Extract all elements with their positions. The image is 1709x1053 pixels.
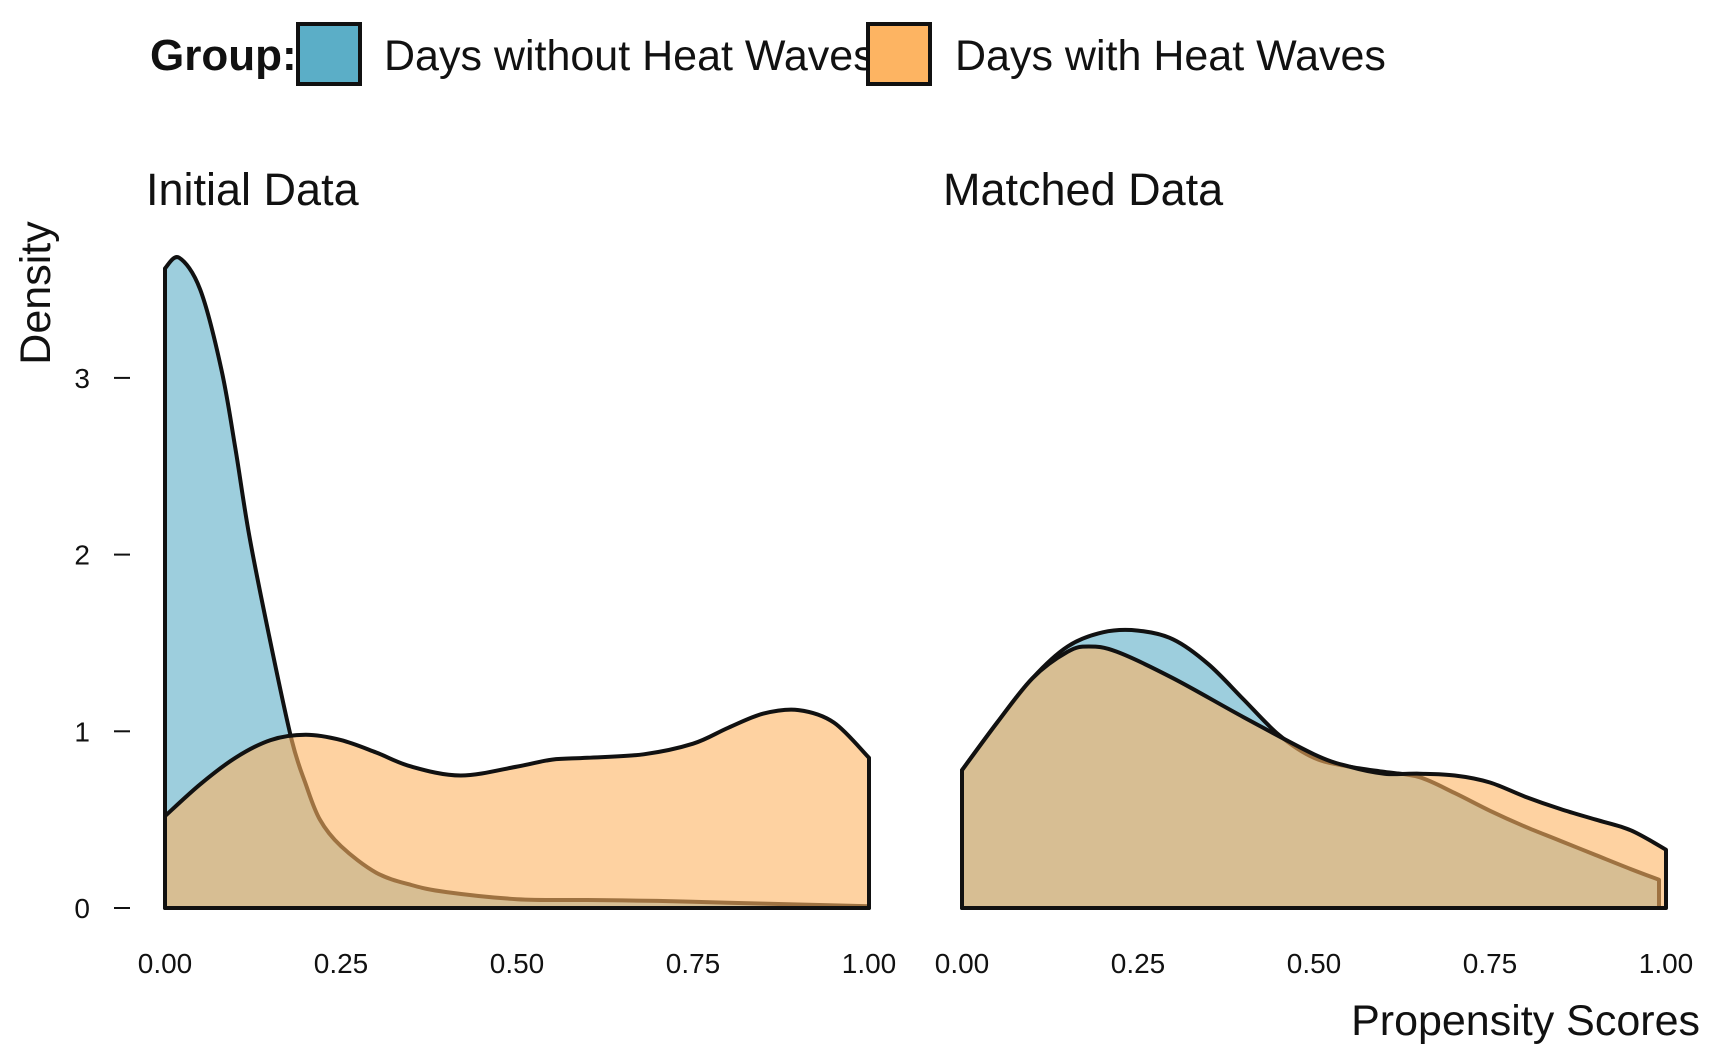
x-tick-label-initial-4: 1.00 <box>842 948 897 979</box>
x-axis-title: Propensity Scores <box>1351 997 1700 1045</box>
x-tick-label-matched-4: 1.00 <box>1639 948 1694 979</box>
x-tick-label-initial-3: 0.75 <box>666 948 721 979</box>
y-tick-label-3: 3 <box>74 363 90 394</box>
panel-initial-data: 0.00 0.25 0.50 0.75 1.00 0 1 2 3 <box>74 255 897 979</box>
x-tick-label-initial-0: 0.00 <box>138 948 193 979</box>
panel-matched-data: 0.00 0.25 0.50 0.75 1.00 <box>935 627 1694 979</box>
density-area-initial-with <box>163 707 871 910</box>
legend-label-with: Days with Heat Waves <box>955 32 1386 80</box>
y-tick-label-1: 1 <box>74 716 90 747</box>
density-area-matched-with <box>960 644 1668 910</box>
legend-swatch-with <box>866 22 932 86</box>
panel-title-initial: Initial Data <box>146 164 360 215</box>
x-tick-label-initial-1: 0.25 <box>314 948 369 979</box>
x-tick-label-matched-1: 0.25 <box>1111 948 1166 979</box>
y-axis-title: Density <box>12 221 60 365</box>
x-tick-label-initial-2: 0.50 <box>490 948 545 979</box>
x-tick-label-matched-2: 0.50 <box>1287 948 1342 979</box>
y-tick-label-2: 2 <box>74 540 90 571</box>
x-tick-label-matched-0: 0.00 <box>935 948 990 979</box>
y-tick-label-0: 0 <box>74 893 90 924</box>
legend-label-without: Days without Heat Waves <box>384 32 875 80</box>
legend-swatch-without <box>296 22 362 86</box>
legend-title: Group: <box>150 31 297 80</box>
panel-title-matched: Matched Data <box>943 164 1224 215</box>
x-tick-label-matched-3: 0.75 <box>1463 948 1518 979</box>
legend: Group: Days without Heat Waves Days with… <box>150 22 1386 86</box>
